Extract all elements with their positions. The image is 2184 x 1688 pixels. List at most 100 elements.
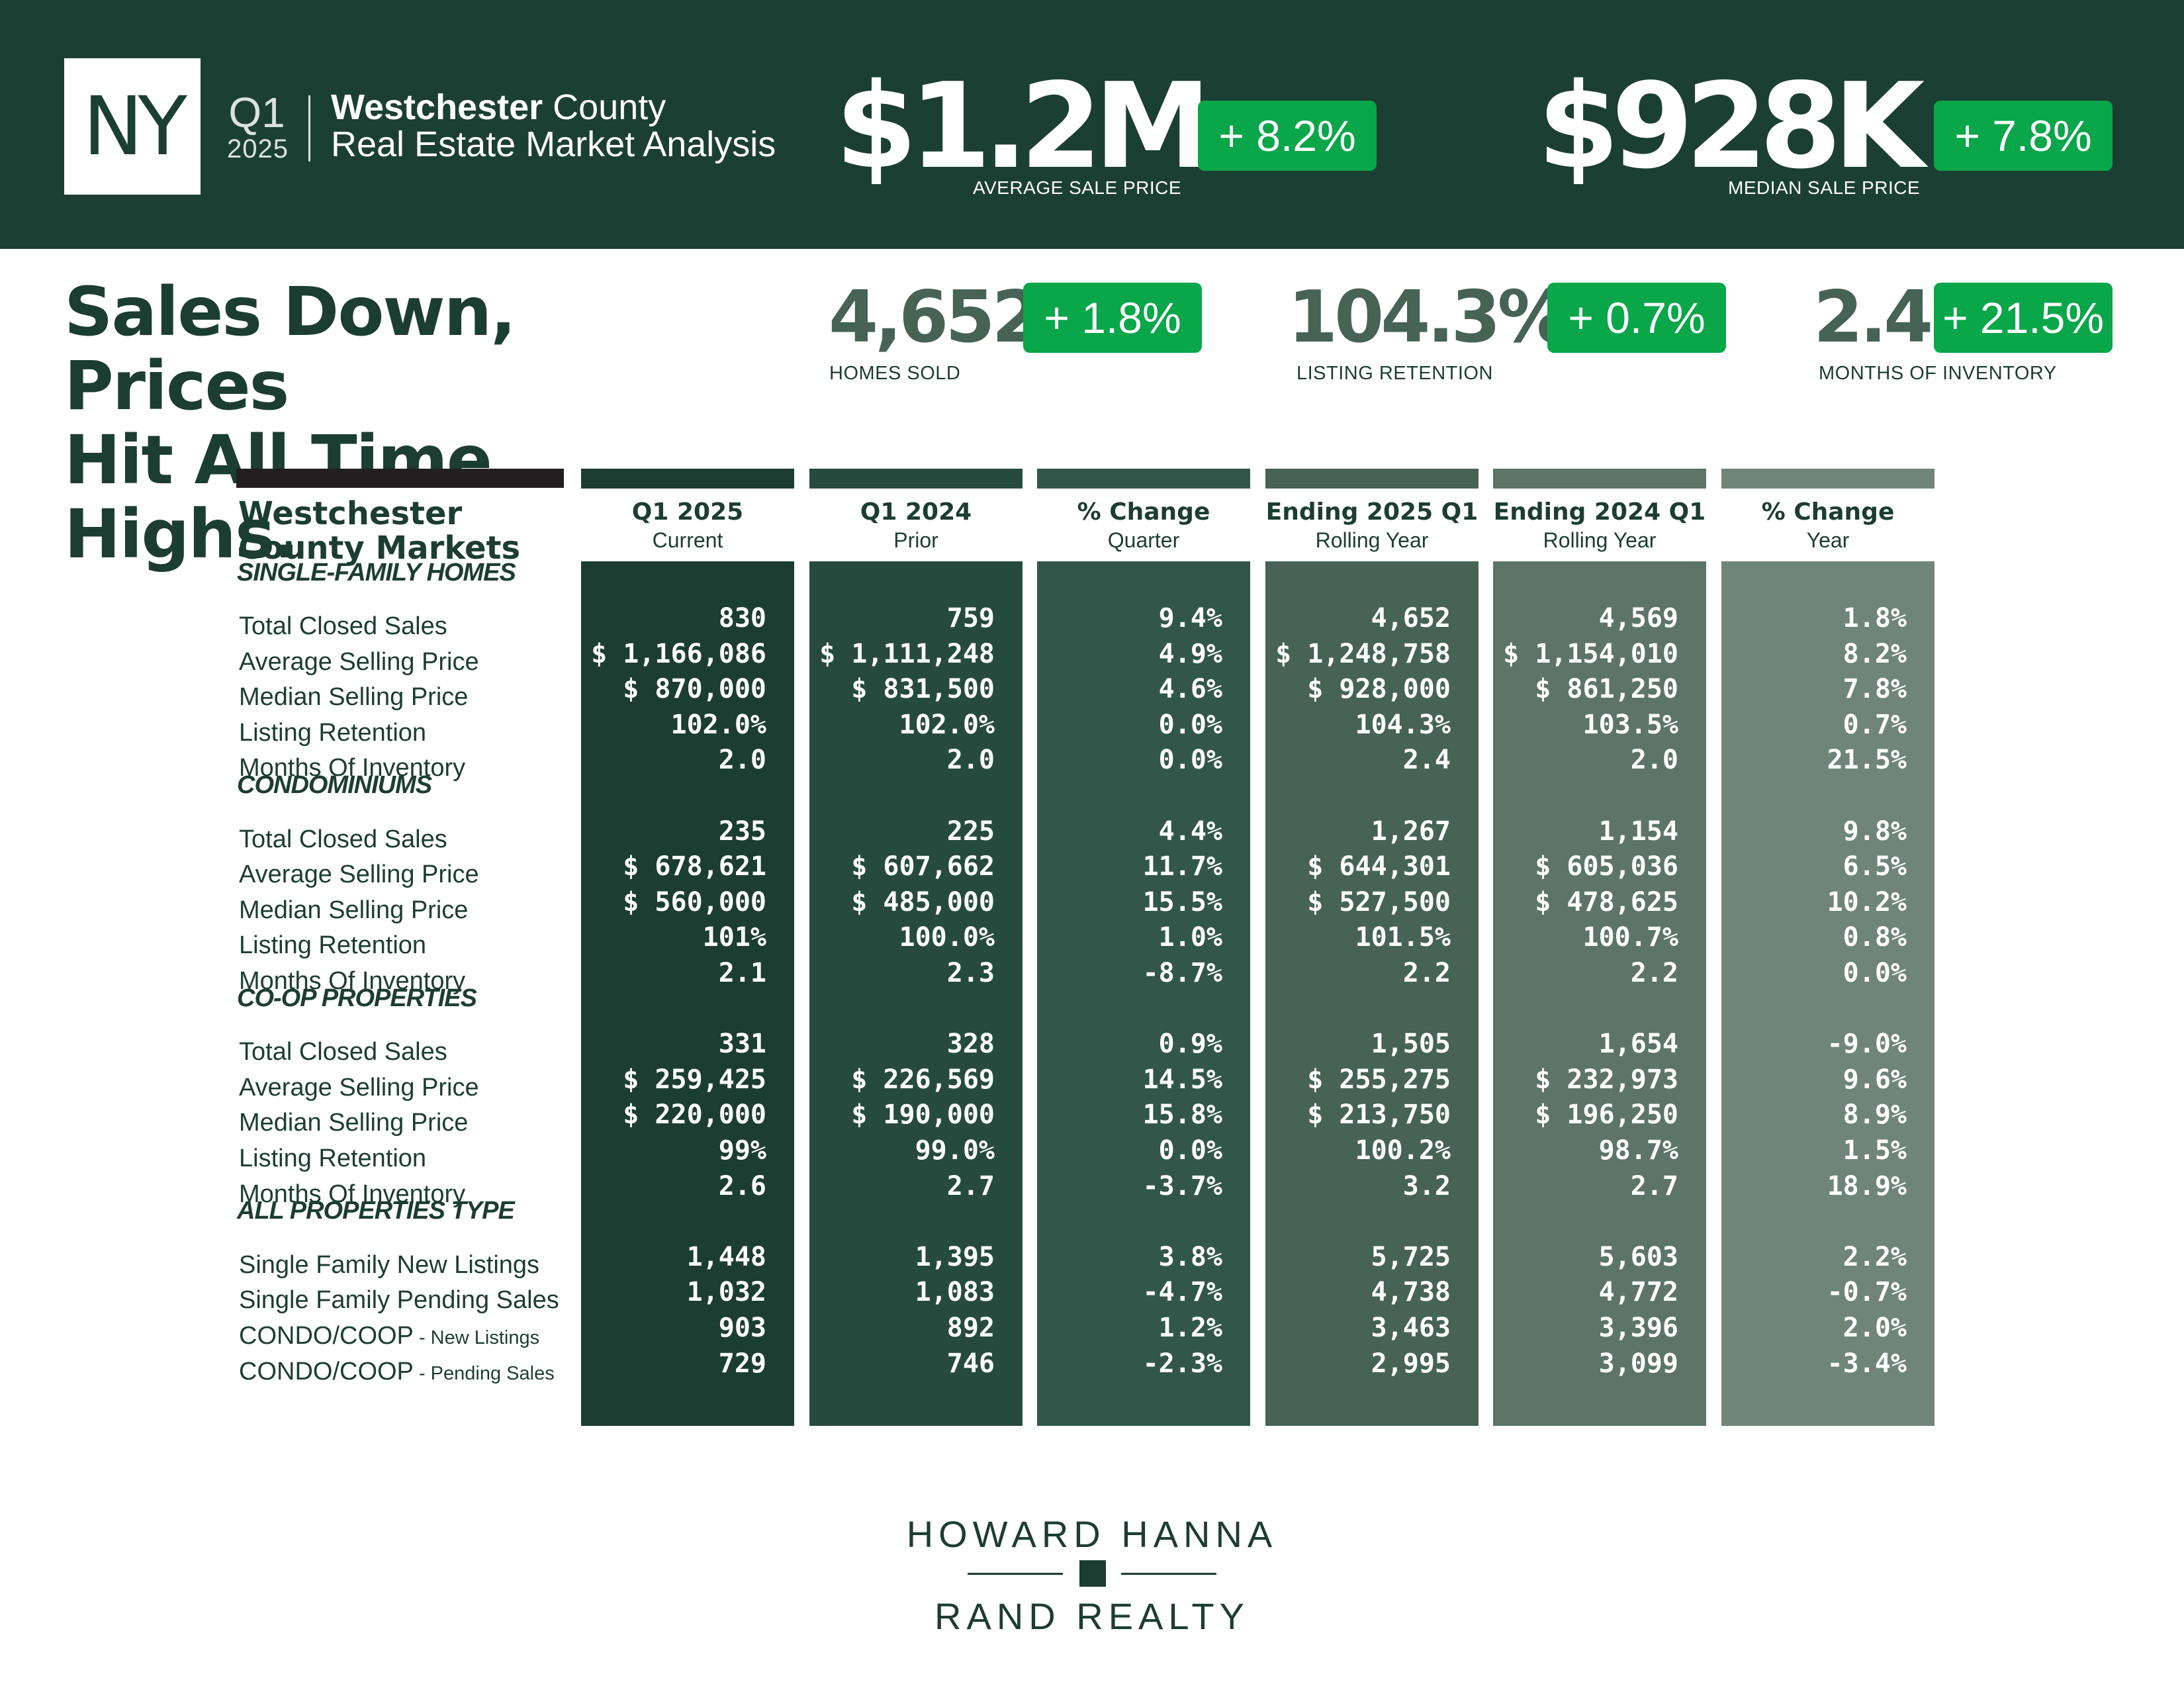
row-label: Months Of Inventory bbox=[239, 966, 465, 996]
row-label: Listing Retention bbox=[239, 931, 426, 960]
section-label: ALL PROPERTIES TYPE bbox=[237, 1197, 515, 1225]
table-cell: $ 861,250 bbox=[1535, 674, 1678, 704]
table-cell: -3.4% bbox=[1827, 1348, 1907, 1379]
table-cell: $ 226,569 bbox=[851, 1064, 995, 1095]
table-cell: 0.9% bbox=[1158, 1029, 1222, 1059]
table-cell: $ 831,500 bbox=[851, 674, 995, 704]
table-cell: $ 1,111,248 bbox=[819, 639, 995, 669]
row-label: Total Closed Sales bbox=[239, 612, 447, 641]
column-background bbox=[1721, 561, 1934, 1426]
table-cell: 0.7% bbox=[1843, 710, 1907, 740]
table-cell: 101% bbox=[702, 922, 766, 953]
table-cell: $ 213,750 bbox=[1307, 1100, 1451, 1130]
table-cell: -9.0% bbox=[1827, 1029, 1907, 1059]
table-cell: 8.2% bbox=[1843, 639, 1907, 669]
table-cell: -4.7% bbox=[1142, 1277, 1222, 1307]
row-label-text: Median Selling Price bbox=[239, 1109, 469, 1137]
table-cell: $ 1,154,010 bbox=[1503, 639, 1678, 669]
table-cell: 2.2% bbox=[1843, 1242, 1907, 1272]
table-cell: 3,099 bbox=[1598, 1348, 1678, 1379]
row-label: Average Selling Price bbox=[239, 1073, 479, 1102]
table-cell: 4,569 bbox=[1598, 603, 1678, 633]
homes-sold-label: HOMES SOLD bbox=[829, 363, 961, 384]
homes-sold-change-badge: + 1.8% bbox=[1023, 283, 1202, 353]
column-header: Q1 2025 Current bbox=[581, 498, 794, 553]
table-cell: 830 bbox=[718, 603, 766, 633]
column-top-bar bbox=[809, 469, 1023, 489]
table-cell: 331 bbox=[718, 1029, 766, 1059]
row-label-text: Listing Retention bbox=[239, 931, 427, 959]
table-cell: 3,463 bbox=[1371, 1313, 1451, 1343]
column-subtitle: Year bbox=[1806, 528, 1850, 552]
column-background bbox=[1493, 561, 1706, 1426]
median-sale-price-change-badge: + 7.8% bbox=[1934, 101, 2113, 171]
table-cell: $ 605,036 bbox=[1535, 851, 1678, 882]
row-label-text: Months Of Inventory bbox=[239, 1180, 466, 1208]
table-cell: $ 870,000 bbox=[623, 674, 766, 704]
table-cell: 0.0% bbox=[1158, 745, 1222, 775]
row-label: Total Closed Sales bbox=[239, 825, 447, 854]
row-label-text: Single Family Pending Sales bbox=[239, 1286, 559, 1314]
report-title: Westchester County Real Estate Market An… bbox=[331, 89, 776, 163]
row-label-text: Listing Retention bbox=[239, 1145, 427, 1172]
table-title: Westchester County Markets bbox=[238, 496, 520, 565]
row-label-text: CONDO/COOP bbox=[239, 1322, 414, 1350]
section-label: SINGLE-FAMILY HOMES bbox=[237, 559, 516, 586]
median-sale-price-value: $928K bbox=[1537, 58, 1925, 195]
table-cell: 100.2% bbox=[1355, 1135, 1451, 1166]
table-cell: 0.0% bbox=[1158, 1135, 1222, 1166]
table-cell: 3,396 bbox=[1598, 1313, 1678, 1343]
table-cell: 10.2% bbox=[1827, 887, 1907, 917]
listing-retention-change-badge: + 0.7% bbox=[1547, 283, 1726, 353]
table-cell: -2.3% bbox=[1142, 1348, 1222, 1379]
table-cell: 1,448 bbox=[686, 1242, 766, 1272]
header-divider bbox=[308, 95, 310, 162]
table-title-line-2: County Markets bbox=[238, 530, 521, 567]
table-cell: $ 196,250 bbox=[1535, 1100, 1678, 1130]
headline-line-1: Sales Down, Prices bbox=[64, 273, 516, 426]
section-label: CONDOMINIUMS bbox=[237, 771, 432, 799]
table-cell: 2.2 bbox=[1630, 958, 1678, 988]
table-cell: 1,083 bbox=[915, 1277, 995, 1307]
row-label-text: Total Closed Sales bbox=[239, 825, 447, 853]
table-cell: 102.0% bbox=[670, 710, 767, 740]
column-background bbox=[1265, 561, 1479, 1426]
table-cell: $ 560,000 bbox=[623, 887, 766, 917]
column-subtitle: Quarter bbox=[1107, 528, 1180, 552]
county-suffix: County bbox=[543, 87, 666, 127]
brand-logo-line-1: HOWARD HANNA bbox=[906, 1513, 1278, 1555]
table-cell: 15.8% bbox=[1142, 1100, 1222, 1130]
column-subtitle: Prior bbox=[893, 528, 938, 552]
column-header: % Change Quarter bbox=[1037, 498, 1250, 553]
table-cell: 9.4% bbox=[1158, 603, 1222, 633]
table-cell: $ 527,500 bbox=[1307, 887, 1451, 917]
table-title-line-1: Westchester bbox=[238, 495, 463, 532]
brand-logo-square bbox=[1079, 1560, 1106, 1587]
column-subtitle: Current bbox=[652, 528, 723, 552]
column-background bbox=[809, 561, 1023, 1426]
table-cell: -3.7% bbox=[1142, 1171, 1222, 1201]
months-of-inventory-change-badge: + 21.5% bbox=[1934, 283, 2113, 353]
table-cell: -8.7% bbox=[1142, 958, 1222, 988]
table-cell: 1,654 bbox=[1598, 1029, 1678, 1059]
table-cell: 21.5% bbox=[1827, 745, 1907, 775]
table-cell: $ 255,275 bbox=[1307, 1064, 1451, 1095]
row-label: CONDO/COOP - Pending Sales bbox=[239, 1357, 555, 1388]
table-cell: 2.0 bbox=[1630, 745, 1678, 775]
table-cell: 746 bbox=[946, 1348, 995, 1379]
listing-retention-label: LISTING RETENTION bbox=[1297, 363, 1493, 384]
row-label-text: Median Selling Price bbox=[239, 683, 469, 711]
column-header: Q1 2024 Prior bbox=[809, 498, 1023, 553]
row-label-text: Single Family New Listings bbox=[239, 1251, 540, 1279]
column-title: Ending 2025 Q1 bbox=[1265, 498, 1479, 526]
column-header: Ending 2024 Q1 Rolling Year bbox=[1493, 498, 1706, 553]
column-header: Ending 2025 Q1 Rolling Year bbox=[1265, 498, 1479, 553]
table-cell: 2.6 bbox=[718, 1171, 766, 1201]
table-cell: 18.9% bbox=[1827, 1171, 1907, 1201]
table-cell: 100.0% bbox=[899, 922, 995, 953]
row-label-suffix: - Pending Sales bbox=[413, 1363, 555, 1384]
avg-sale-price-value: $1.2M bbox=[835, 58, 1211, 195]
homes-sold-value: 4,652 bbox=[829, 276, 1042, 359]
table-cell: 1,267 bbox=[1371, 816, 1451, 847]
row-label-text: Months Of Inventory bbox=[239, 967, 466, 995]
